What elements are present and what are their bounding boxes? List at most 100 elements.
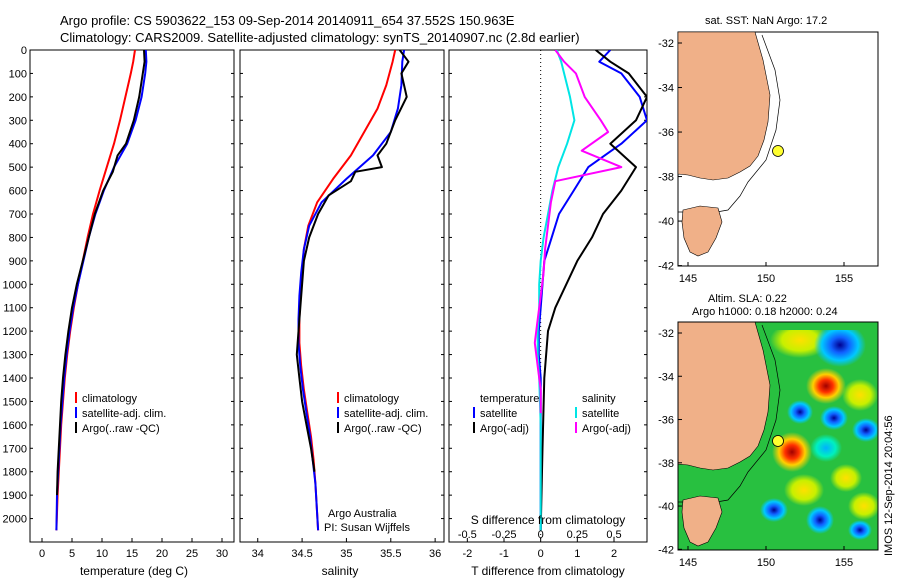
x-tick-label: -2	[462, 548, 472, 560]
map-lat-label: -40	[658, 216, 674, 228]
sla-blob	[760, 498, 788, 522]
tasmania-land	[681, 495, 723, 547]
legend-label-climatology: climatology	[344, 393, 400, 405]
map-lat-label: -34	[658, 371, 674, 383]
legend-label-t-satellite: satellite	[480, 408, 517, 420]
s-difference-axis-label: S difference from climatology	[471, 513, 626, 527]
argo-location-marker	[772, 435, 784, 447]
depth-tick-label: 500	[9, 162, 27, 174]
legend-label-s-argo: Argo(-adj)	[582, 423, 631, 435]
depth-tick-label: 1800	[3, 467, 27, 479]
map2-frame	[677, 321, 879, 551]
difference-legend: temperature satellite Argo(-adj) salinit…	[473, 393, 631, 435]
x-tick-label: 2	[611, 548, 617, 560]
title-line-2: Climatology: CARS2009. Satellite-adjuste…	[60, 30, 580, 45]
difference-plot-frame	[448, 49, 648, 543]
depth-tick-label: 1900	[3, 490, 27, 502]
sla-blob	[810, 434, 842, 462]
series-line-argo-raw-qc	[56, 50, 146, 496]
map-lat-label: -40	[658, 501, 674, 513]
legend-label-climatology: climatology	[82, 393, 138, 405]
sla-blob	[848, 492, 878, 520]
credit-line-1: Argo Australia	[328, 508, 397, 520]
series-line-satellite-adj-clim	[297, 50, 406, 531]
tasmania-land	[681, 205, 723, 257]
series-line-argo-raw-qc	[295, 50, 410, 472]
depth-tick-label: 300	[9, 115, 27, 127]
depth-tick-label: 1600	[3, 420, 27, 432]
argo-location-marker	[772, 145, 784, 157]
map-lat-label: -38	[658, 172, 674, 184]
depth-tick-label: 200	[9, 92, 27, 104]
series-group	[295, 50, 410, 531]
x-tick-label: 1	[574, 548, 580, 560]
x-tick-label: 5	[69, 548, 75, 560]
map-lon-label: 150	[757, 557, 775, 569]
legend-label-argo: Argo(..raw -QC)	[344, 423, 422, 435]
depth-tick-label: 900	[9, 256, 27, 268]
depth-tick-label: 600	[9, 186, 27, 198]
x-tick-label: 25	[186, 548, 198, 560]
series-group	[533, 50, 647, 531]
salinity-legend: climatology satellite-adj. clim. Argo(..…	[324, 392, 428, 534]
x-tick-label: 35.5	[380, 548, 401, 560]
temperature-legend: climatology satellite-adj. clim. Argo(..…	[75, 392, 166, 435]
salinity-plot-frame	[239, 49, 445, 543]
map2-title-line-2: Argo h1000: 0.18 h2000: 0.24	[692, 306, 838, 318]
depth-tick-label: 100	[9, 68, 27, 80]
sla-blob	[852, 418, 878, 442]
sla-blob	[830, 464, 862, 492]
legend-label-satellite: satellite-adj. clim.	[82, 408, 166, 420]
profile-plots: 0 5 10 15 20 25 30 34 34.5 35 35.5 36 -2 -1 0 1 2 -0.5 -0.…	[39, 50, 647, 560]
legend-label-satellite: satellite-adj. clim.	[344, 408, 428, 420]
map-axes: -32 -34 -36 -38 -40 -42 145 150 155 -32 -34 -36 -38 -…	[658, 38, 853, 569]
sla-blob	[848, 520, 872, 540]
depth-tick-label: 1400	[3, 373, 27, 385]
s-tick-label: 0.5	[606, 529, 621, 541]
map-lon-label: 145	[679, 557, 697, 569]
map-lon-label: 150	[757, 273, 775, 285]
x-tick-label: 10	[96, 548, 108, 560]
depth-tick-label: 1700	[3, 443, 27, 455]
map2	[677, 321, 879, 551]
x-tick-label: 15	[126, 548, 138, 560]
map-lat-label: -36	[658, 127, 674, 139]
x-tick-label: 36	[429, 548, 441, 560]
depth-tick-label: 400	[9, 139, 27, 151]
depth-tick-label: 1000	[3, 279, 27, 291]
map1-title: sat. SST: NaN Argo: 17.2	[705, 15, 827, 27]
depth-tick-label: 800	[9, 232, 27, 244]
temperature-axis-label: temperature (deg C)	[80, 564, 188, 578]
x-tick-label: 35	[340, 548, 352, 560]
depth-tick-label: 0	[21, 45, 27, 57]
s-tick-label: -0.25	[491, 529, 516, 541]
sla-blob	[842, 379, 878, 411]
series-group	[55, 50, 148, 531]
depth-tick-label: 1100	[3, 303, 27, 315]
mainland-land	[677, 321, 771, 471]
legend-label-t-argo: Argo(-adj)	[480, 423, 529, 435]
map1	[677, 31, 879, 267]
map2-title-line-1: Altim. SLA: 0.22	[708, 293, 787, 305]
title-line-1: Argo profile: CS 5903622_153 09-Sep-2014…	[60, 13, 515, 28]
depth-tick-label: 1300	[3, 350, 27, 362]
sla-blob	[806, 506, 834, 534]
map-lat-label: -32	[658, 328, 674, 340]
series-line-t-argo-adj	[539, 50, 647, 531]
legend-title-temperature: temperature	[480, 393, 539, 405]
sla-blob	[784, 474, 824, 506]
depth-tick-label: 2000	[3, 514, 27, 526]
x-tick-label: 20	[156, 548, 168, 560]
legend-label-argo: Argo(..raw -QC)	[82, 423, 160, 435]
depth-tick-label: 1200	[3, 326, 27, 338]
x-tick-label: 34.5	[291, 548, 312, 560]
depth-tick-label: 1500	[3, 396, 27, 408]
x-tick-label: 0	[39, 548, 45, 560]
s-tick-label: 0.25	[567, 529, 588, 541]
t-difference-axis-label: T difference from climatology	[471, 564, 625, 578]
map-lon-label: 155	[835, 273, 853, 285]
salinity-axis-label: salinity	[322, 564, 359, 578]
map-lat-label: -38	[658, 458, 674, 470]
sla-blob	[820, 406, 848, 430]
